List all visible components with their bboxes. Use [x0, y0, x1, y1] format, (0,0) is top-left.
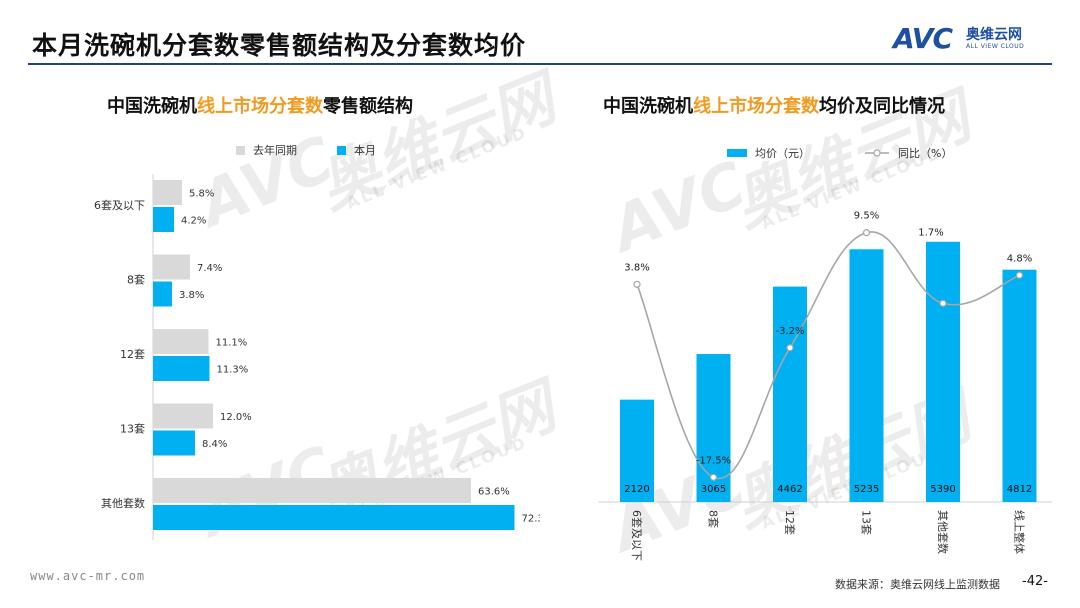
logo-mark: AVC [893, 22, 953, 55]
bar-last-year [153, 180, 182, 205]
category-label: 13套 [860, 510, 873, 535]
bar-this-month [153, 207, 174, 232]
data-label: 7.4% [197, 263, 222, 274]
left-title-part3: 零售额结构 [323, 96, 413, 117]
yoy-label: -3.2% [775, 326, 804, 337]
yoy-point [709, 473, 718, 481]
yoy-point [633, 280, 641, 288]
yoy-label: 4.8% [1007, 253, 1032, 264]
bar-avg-price [1002, 269, 1037, 502]
left-title-part1: 中国洗碗机 [107, 96, 197, 117]
category-label: 8套 [707, 510, 720, 528]
right-chart-title: 中国洗碗机线上市场分套数均价及同比情况 [603, 92, 945, 118]
data-label: 12.0% [220, 412, 252, 423]
bar-this-month [153, 281, 172, 307]
page-title: 本月洗碗机分套数零售额结构及分套数均价 [32, 31, 527, 60]
category-label: 13套 [120, 423, 145, 436]
legend-swatch-this-month [337, 145, 346, 155]
legend-label-avg-price: 均价（元） [755, 147, 810, 160]
logo-cn: 奥维云网 [966, 27, 1022, 43]
legend-label-this-month: 本月 [354, 144, 376, 157]
bar-value-label: 2120 [624, 484, 649, 495]
yoy-label: 9.5% [854, 211, 879, 222]
bar-last-year [153, 329, 209, 354]
left-legend: 去年同期 本月 [236, 142, 376, 158]
bar-last-year [153, 254, 190, 280]
data-label: 3.8% [179, 290, 204, 301]
bar-last-year [153, 403, 213, 429]
right-legend: 均价（元） 同比（%） [727, 145, 952, 161]
yoy-point [1015, 271, 1024, 279]
left-bar-chart: 5.8% 4.2% 6套及以下 7.4% 3.8% 8套 11.1% 11.3% 12套 12.0… [94, 174, 541, 540]
data-label: 11.3% [217, 365, 249, 376]
bar-value-label: 5235 [854, 484, 879, 495]
header-rule [28, 63, 1052, 65]
yoy-point [786, 344, 794, 352]
data-label: 5.8% [189, 189, 214, 200]
legend-swatch-last-year [236, 145, 245, 155]
bar-value-label: 5390 [930, 484, 955, 495]
legend-line-yoy [865, 149, 889, 157]
bar-avg-price [773, 286, 807, 502]
category-label: 其他套数 [101, 497, 145, 510]
bar-this-month [153, 505, 515, 530]
category-label: 6套及以下 [94, 199, 145, 212]
bar-avg-price [620, 399, 654, 502]
bar-value-label: 4462 [777, 484, 802, 495]
category-label: 8套 [127, 274, 145, 287]
yoy-line [636, 231, 1020, 480]
data-label: 11.1% [216, 338, 248, 349]
data-label: 72.3% [522, 514, 541, 525]
yoy-label: 3.8% [624, 262, 649, 273]
category-label: 6套及以下 [630, 510, 643, 561]
bar-value-label: 4812 [1007, 484, 1032, 495]
right-bar-line-chart: 2120 6套及以下 3065 8套 4462 12套 5235 13套 5390 其他套数 481… [598, 211, 1052, 561]
data-source: 数据来源：奥维云网线上监测数据 [835, 578, 1000, 591]
category-label: 其他套数 [936, 510, 949, 554]
right-title-part3: 均价及同比情况 [819, 96, 945, 117]
legend-swatch-avg-price [727, 149, 747, 157]
bar-avg-price [926, 241, 960, 503]
yoy-label: -17.5% [696, 455, 731, 466]
yoy-point [939, 299, 947, 307]
legend-label-yoy: 同比（%） [898, 147, 953, 160]
category-label: 12套 [120, 348, 145, 361]
logo-en: ALL VIEW CLOUD [966, 43, 1025, 50]
right-title-part1: 中国洗碗机 [603, 96, 693, 117]
data-label: 8.4% [202, 439, 227, 450]
data-label: 4.2% [181, 216, 206, 227]
data-label: 63.6% [478, 487, 510, 498]
avc-logo: AVC 奥维云网 ALL VIEW CLOUD [893, 22, 1053, 56]
left-chart-title: 中国洗碗机线上市场分套数零售额结构 [107, 92, 413, 118]
bar-this-month [153, 430, 195, 456]
page-number: -42- [1022, 574, 1048, 589]
bar-last-year [153, 478, 471, 503]
bar-value-label: 3065 [701, 484, 726, 495]
bar-this-month [153, 356, 210, 381]
category-label: 线上整体 [1013, 510, 1027, 554]
left-title-part2: 线上市场分套数 [197, 96, 323, 117]
category-label: 12套 [783, 510, 796, 535]
footer-url: www.avc-mr.com [30, 569, 146, 583]
yoy-label: 1.7% [918, 227, 943, 238]
legend-label-last-year: 去年同期 [253, 144, 297, 157]
bar-avg-price [849, 249, 884, 502]
yoy-point [862, 229, 871, 237]
right-title-part2: 线上市场分套数 [693, 96, 819, 117]
